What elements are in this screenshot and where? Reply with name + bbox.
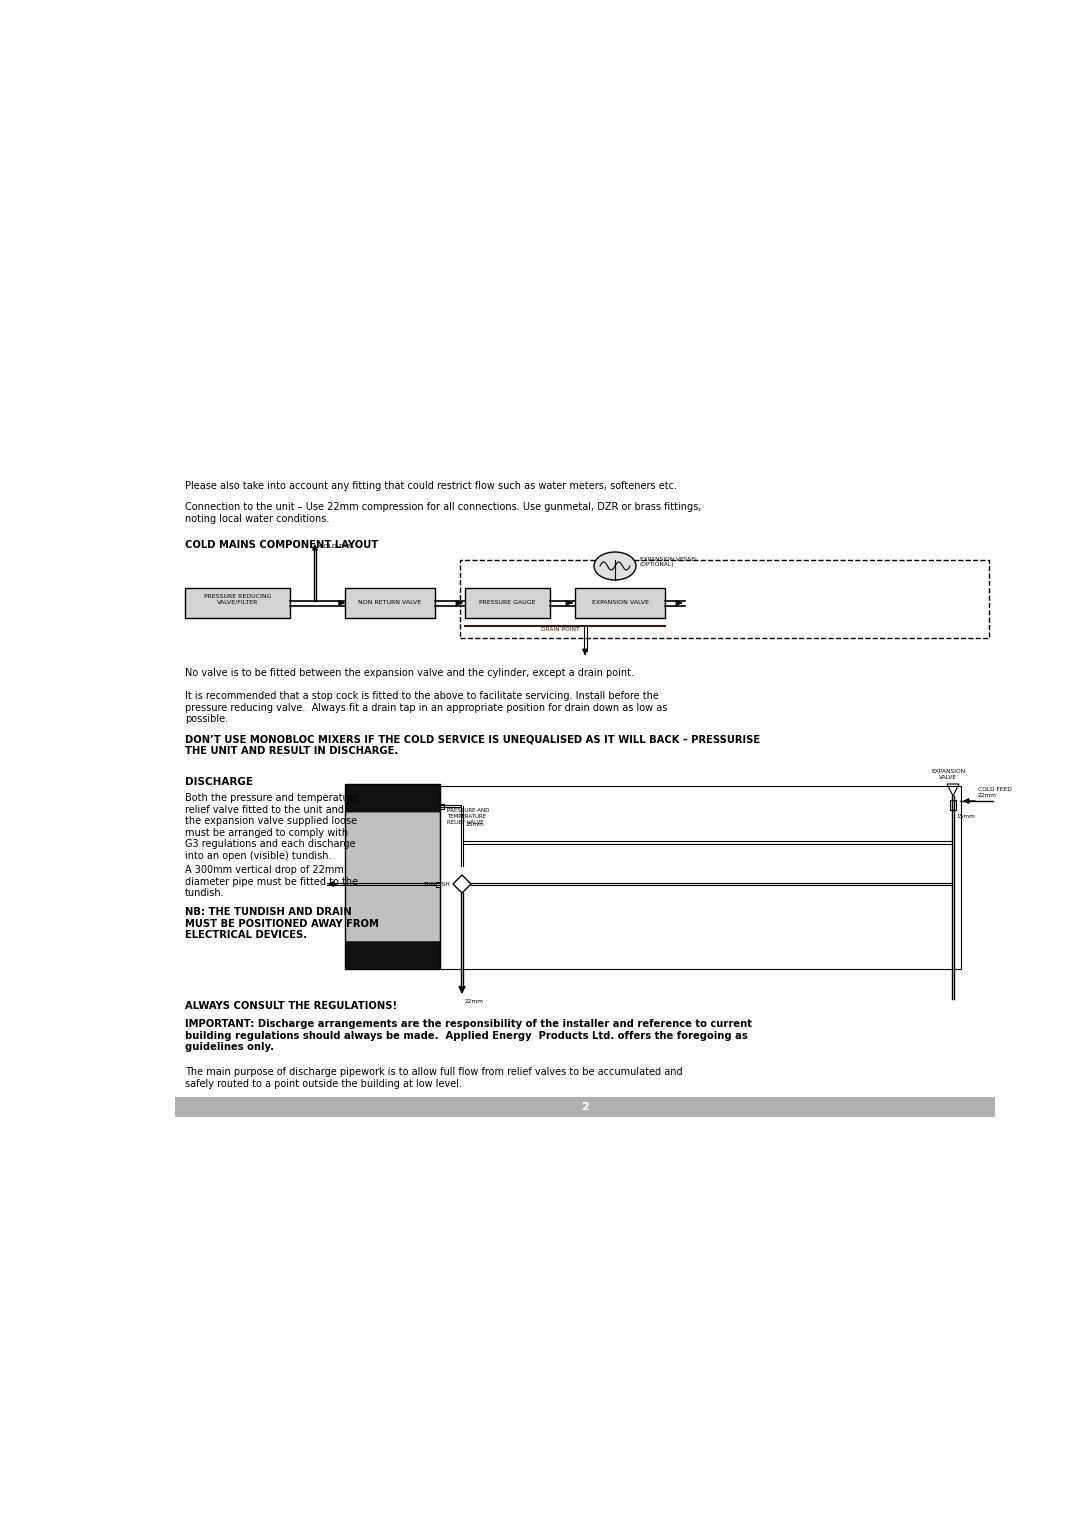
Text: DRAIN POINT: DRAIN POINT (541, 627, 579, 632)
Text: COLD FEED
22mm: COLD FEED 22mm (978, 787, 1012, 798)
Text: EXPANSION VESSEL
(OPTIONAL): EXPANSION VESSEL (OPTIONAL) (640, 557, 699, 568)
Text: NB: THE TUNDISH AND DRAIN
MUST BE POSITIONED AWAY FROM
ELECTRICAL DEVICES.: NB: THE TUNDISH AND DRAIN MUST BE POSITI… (185, 906, 379, 940)
Text: No valve is to be fitted between the expansion valve and the cylinder, except a : No valve is to be fitted between the exp… (185, 668, 634, 678)
FancyBboxPatch shape (950, 800, 956, 810)
Polygon shape (947, 784, 959, 797)
Polygon shape (453, 874, 471, 893)
Text: IMPORTANT: Discharge arrangements are the responsibility of the installer and re: IMPORTANT: Discharge arrangements are th… (185, 1019, 752, 1053)
FancyBboxPatch shape (575, 588, 665, 618)
FancyBboxPatch shape (436, 882, 440, 887)
Text: COLD TAPS: COLD TAPS (319, 543, 354, 549)
FancyBboxPatch shape (345, 942, 440, 969)
Text: PRESSURE GAUGE: PRESSURE GAUGE (480, 600, 536, 604)
Text: It is recommended that a stop cock is fitted to the above to facilitate servicin: It is recommended that a stop cock is fi… (185, 691, 667, 725)
Text: ALWAYS CONSULT THE REGULATIONS!: ALWAYS CONSULT THE REGULATIONS! (185, 1001, 397, 1012)
FancyBboxPatch shape (345, 588, 435, 618)
Text: PRESSURE AND
TEMPERATURE
RELIEF VALVE: PRESSURE AND TEMPERATURE RELIEF VALVE (447, 807, 489, 824)
Text: 2: 2 (581, 1102, 589, 1112)
Text: 15mm: 15mm (956, 813, 975, 818)
FancyBboxPatch shape (440, 804, 444, 809)
FancyBboxPatch shape (465, 588, 550, 618)
FancyBboxPatch shape (345, 784, 440, 812)
Text: EXPANSION VALVE: EXPANSION VALVE (592, 600, 648, 604)
Text: Both the pressure and temperature
relief valve fitted to the unit and
the expans: Both the pressure and temperature relief… (185, 794, 359, 861)
Text: PRESSURE REDUCING
VALVE/FILTER: PRESSURE REDUCING VALVE/FILTER (204, 594, 271, 604)
Ellipse shape (594, 552, 636, 580)
Text: 22mm: 22mm (465, 1000, 484, 1004)
FancyBboxPatch shape (345, 812, 440, 942)
FancyBboxPatch shape (185, 588, 291, 618)
Text: TUNDISH: TUNDISH (423, 882, 450, 887)
Text: The main purpose of discharge pipework is to allow full flow from relief valves : The main purpose of discharge pipework i… (185, 1067, 683, 1088)
Text: Please also take into account any fitting that could restrict flow such as water: Please also take into account any fittin… (185, 481, 677, 491)
Text: COLD MAINS COMPONENT LAYOUT: COLD MAINS COMPONENT LAYOUT (185, 540, 378, 549)
Text: Connection to the unit – Use 22mm compression for all connections. Use gunmetal,: Connection to the unit – Use 22mm compre… (185, 502, 701, 523)
Text: DISCHARGE: DISCHARGE (185, 777, 253, 787)
Text: A 300mm vertical drop of 22mm
diameter pipe must be fitted to the
tundish.: A 300mm vertical drop of 22mm diameter p… (185, 865, 359, 899)
Text: NON RETURN VALVE: NON RETURN VALVE (359, 600, 421, 604)
Text: 15mm: 15mm (465, 821, 484, 827)
Text: EXPANSION
VALVE: EXPANSION VALVE (931, 769, 966, 780)
Text: DON’T USE MONOBLOC MIXERS IF THE COLD SERVICE IS UNEQUALISED AS IT WILL BACK – P: DON’T USE MONOBLOC MIXERS IF THE COLD SE… (185, 734, 760, 755)
FancyBboxPatch shape (175, 1097, 995, 1117)
